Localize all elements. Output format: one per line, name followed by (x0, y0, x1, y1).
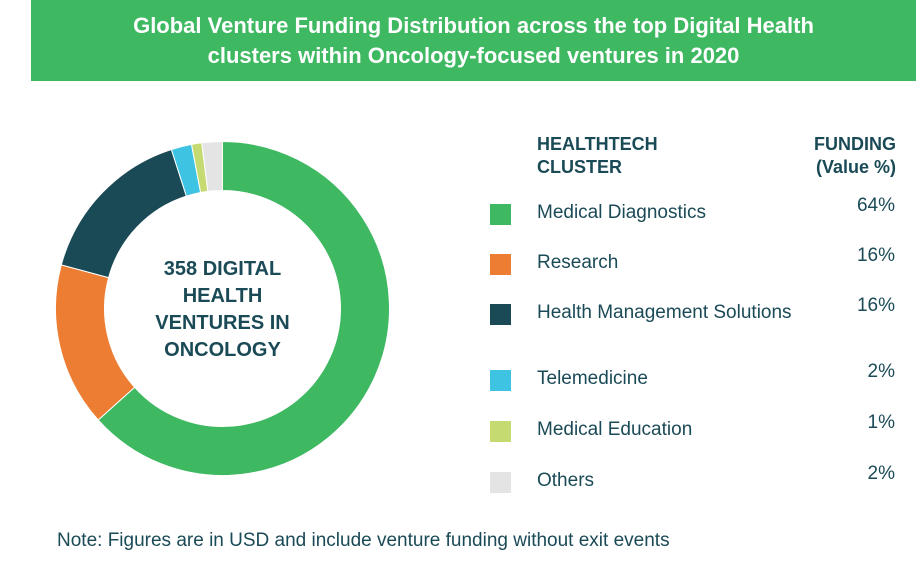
chart-title: Global Venture Funding Distribution acro… (31, 0, 916, 81)
legend-row-telemedicine: Telemedicine 2% (490, 361, 895, 411)
legend-row-medical-education: Medical Education 1% (490, 412, 895, 462)
legend-header-cluster-line-2: CLUSTER (537, 157, 622, 177)
legend-header-cluster-line-1: HEALTHTECH (537, 134, 658, 154)
legend-swatch (490, 472, 511, 493)
legend-label: Research (537, 252, 619, 273)
donut-svg (55, 141, 390, 476)
legend-row-medical-diagnostics: Medical Diagnostics 64% (490, 195, 895, 245)
donut-chart: 358 DIGITAL HEALTH VENTURES IN ONCOLOGY (55, 141, 390, 476)
donut-slice-others (201, 141, 223, 192)
legend-header-funding: FUNDING (Value %) (814, 133, 896, 179)
center-label-line-4: ONCOLOGY (164, 339, 281, 361)
donut-slice-medical-diagnostics (97, 141, 390, 476)
legend-label: Telemedicine (537, 368, 648, 389)
center-label-line-2: HEALTH (182, 285, 263, 307)
legend-row-research: Research 16% (490, 245, 895, 295)
title-line-1: Global Venture Funding Distribution acro… (133, 12, 814, 38)
legend-label: Medical Diagnostics (537, 202, 706, 223)
legend-label: Others (537, 470, 595, 491)
legend-row-others: Others 2% (490, 463, 895, 513)
legend-swatch (490, 370, 511, 391)
legend-value: 2% (867, 463, 895, 484)
legend-label: Health Management Solutions (537, 302, 792, 323)
center-label-line-1: 358 DIGITAL (163, 258, 282, 280)
center-label: 358 DIGITAL HEALTH VENTURES IN ONCOLOGY (115, 256, 330, 364)
legend-header-funding-line-1: FUNDING (814, 134, 896, 154)
legend-swatch (490, 304, 511, 325)
legend-value: 16% (856, 245, 895, 266)
center-label-line-3: VENTURES IN (155, 312, 290, 334)
legend-swatch (490, 254, 511, 275)
legend-value: 64% (856, 195, 895, 216)
legend-swatch (490, 421, 511, 442)
legend-header-cluster: HEALTHTECH CLUSTER (537, 133, 658, 179)
legend-label: Medical Education (537, 419, 693, 440)
legend-value: 16% (856, 295, 895, 316)
legend-swatch (490, 204, 511, 225)
legend-header-funding-line-2: (Value %) (815, 157, 896, 177)
footnote: Note: Figures are in USD and include ven… (57, 530, 670, 551)
title-line-2: clusters within Oncology-focused venture… (207, 42, 740, 68)
legend-value: 1% (867, 412, 895, 433)
legend-row-health-management-solutions: Health Management Solutions 16% (490, 295, 895, 345)
legend-value: 2% (867, 361, 895, 382)
